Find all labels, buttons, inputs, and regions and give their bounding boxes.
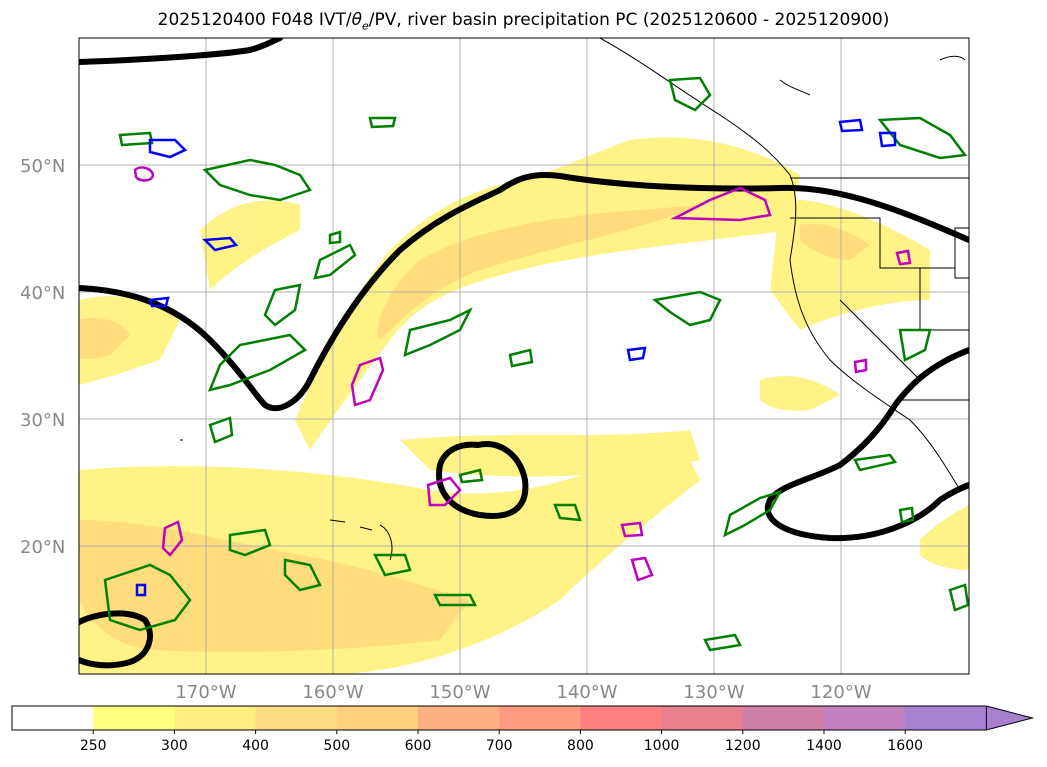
colorbar-segment [174, 706, 257, 730]
colorbar-tick-label: 1400 [806, 738, 842, 754]
colorbar-tick-label: 300 [161, 738, 188, 754]
lon-label: 150°W [429, 682, 490, 703]
colorbar-segment [661, 706, 744, 730]
colorbar-segment [905, 706, 987, 730]
colorbar-extend-arrow [985, 705, 1035, 731]
colorbar-segment [499, 706, 581, 730]
lat-label: 40°N [20, 283, 65, 304]
colorbar-segment [824, 706, 906, 730]
colorbar-tick-label: 250 [80, 738, 107, 754]
lon-label: 140°W [556, 682, 617, 703]
colorbar-tick-label: 500 [323, 738, 350, 754]
theta-e-contours [103, 76, 969, 652]
lat-label: 30°N [20, 410, 65, 431]
lon-labels: 170°W 160°W 150°W 140°W 130°W 120°W [175, 682, 871, 703]
colorbar-segment [12, 706, 94, 730]
colorbar-segment [255, 706, 338, 730]
map-title: 2025120400 F048 IVT/θe/PV, river basin p… [157, 10, 890, 33]
colorbar-segment [742, 706, 825, 730]
magenta-contours [133, 166, 912, 582]
colorbar-segment [580, 706, 663, 730]
colorbar-tick-label: 400 [242, 738, 269, 754]
map-area [79, 38, 969, 674]
lon-label: 130°W [683, 682, 744, 703]
map-frame [78, 37, 970, 675]
colorbar-segment [418, 706, 500, 730]
colorbar-tick-label: 600 [405, 738, 432, 754]
colorbar-tick-label: 700 [486, 738, 513, 754]
pv-contours [79, 38, 969, 669]
lat-label: 20°N [20, 537, 65, 558]
lat-label: 50°N [20, 156, 65, 177]
colorbar-segment [336, 706, 419, 730]
colorbar-tick-label: 800 [567, 738, 594, 754]
colorbar-tick-label: 1200 [725, 738, 761, 754]
lat-labels: 50°N 40°N 30°N 20°N [20, 156, 65, 558]
colorbar-tick-label: 1000 [644, 738, 680, 754]
coastline [180, 38, 969, 561]
lon-label: 170°W [175, 682, 236, 703]
lon-label: 120°W [810, 682, 871, 703]
colorbar-ticks: 250 300 400 500 600 700 800 1000 1200 1400 1600 [80, 730, 923, 754]
colorbar-segment [93, 706, 175, 730]
lon-label: 160°W [302, 682, 363, 703]
colorbar [11, 705, 1035, 731]
colorbar-tick-label: 1600 [887, 738, 923, 754]
blue-contours [135, 118, 897, 597]
